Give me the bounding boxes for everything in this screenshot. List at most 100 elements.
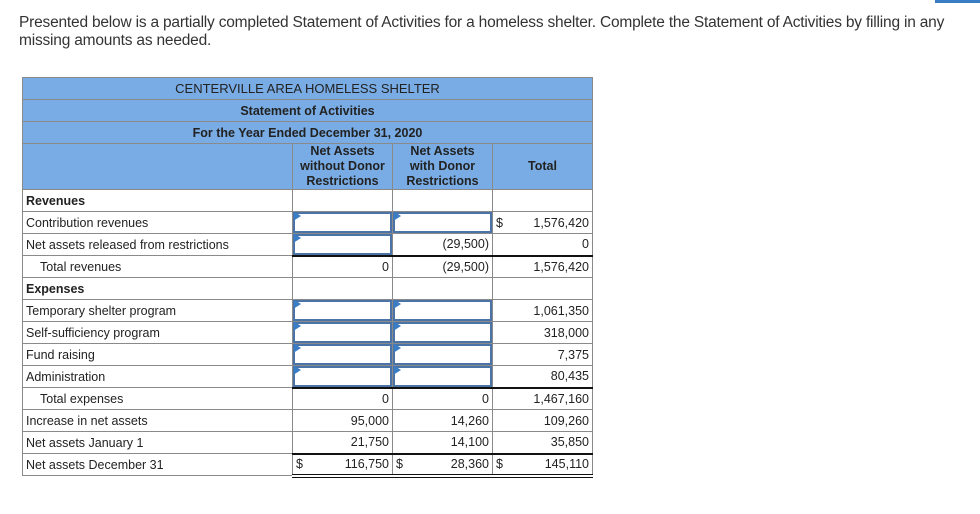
col-header-without-restrictions: Net Assets without Donor Restrictions (292, 143, 393, 190)
table-row-total-revenues: Total revenues 0 (29,500) 1,576,420 (22, 254, 593, 278)
header-org-row: CENTERVILLE AREA HOMELESS SHELTER (22, 77, 593, 100)
row-label: Fund raising (22, 343, 293, 366)
top-accent-bar (935, 0, 980, 3)
table-row-contribution-revenues: Contribution revenues $1,576,420 (22, 211, 593, 234)
col-header-line: Net Assets (310, 144, 375, 158)
jan1-without: 21,750 (292, 431, 393, 454)
released-with: (29,500) (392, 233, 493, 256)
administration-without-input[interactable] (292, 365, 393, 388)
dollar-sign: $ (496, 215, 503, 230)
total-revenues-without: 0 (292, 254, 393, 278)
released-without-input[interactable] (292, 233, 393, 256)
statement-period: For the Year Ended December 31, 2020 (22, 121, 593, 144)
row-label: Administration (22, 365, 293, 388)
row-label: Temporary shelter program (22, 299, 293, 322)
empty-cell (492, 189, 593, 212)
input-flag-icon (294, 365, 301, 375)
contribution-total: $1,576,420 (492, 211, 593, 234)
row-label: Net assets released from restrictions (22, 233, 293, 256)
amount: 28,360 (450, 457, 489, 471)
table-row-dec31: Net assets December 31 $116,750 $28,360 … (22, 452, 593, 478)
col-header-line: Restrictions (306, 174, 379, 188)
dec31-total: $145,110 (492, 452, 593, 478)
jan1-total: 35,850 (492, 431, 593, 454)
row-label: Net assets December 31 (22, 453, 293, 476)
org-name: CENTERVILLE AREA HOMELESS SHELTER (22, 77, 593, 100)
released-total: 0 (492, 233, 593, 256)
statement-of-activities-table: CENTERVILLE AREA HOMELESS SHELTER Statem… (22, 77, 593, 478)
statement-title: Statement of Activities (22, 99, 593, 122)
row-label: Increase in net assets (22, 409, 293, 432)
empty-cell (292, 277, 393, 300)
input-flag-icon (394, 321, 401, 331)
empty-cell (392, 189, 493, 212)
table-row-administration: Administration 80,435 (22, 365, 593, 388)
section-label-expenses: Expenses (22, 277, 293, 300)
empty-cell (492, 277, 593, 300)
input-flag-icon (394, 211, 401, 221)
self-sufficiency-without-input[interactable] (292, 321, 393, 344)
table-row-temporary-shelter: Temporary shelter program 1,061,350 (22, 299, 593, 322)
total-revenues-with: (29,500) (392, 254, 493, 278)
input-flag-icon (394, 343, 401, 353)
question-prompt: Presented below is a partially completed… (19, 14, 945, 49)
input-flag-icon (294, 233, 301, 243)
self-sufficiency-total: 318,000 (492, 321, 593, 344)
increase-without: 95,000 (292, 409, 393, 432)
input-flag-icon (394, 365, 401, 375)
administration-with-input[interactable] (392, 365, 493, 388)
table-row-jan1: Net assets January 1 21,750 14,100 35,85… (22, 431, 593, 454)
input-flag-icon (294, 343, 301, 353)
contribution-without-input[interactable] (292, 211, 393, 234)
amount: 1,576,420 (533, 215, 589, 230)
total-revenues-total: 1,576,420 (492, 254, 593, 278)
col-header-line: without Donor (300, 159, 385, 173)
total-expenses-with: 0 (392, 386, 493, 410)
contribution-with-input[interactable] (392, 211, 493, 234)
administration-total: 80,435 (492, 365, 593, 388)
table-row-increase: Increase in net assets 95,000 14,260 109… (22, 409, 593, 432)
fund-raising-total: 7,375 (492, 343, 593, 366)
column-header-row: Net Assets without Donor Restrictions Ne… (22, 143, 593, 190)
dec31-without: $116,750 (292, 452, 393, 478)
row-label: Net assets January 1 (22, 431, 293, 454)
input-flag-icon (294, 299, 301, 309)
table-row-self-sufficiency: Self-sufficiency program 318,000 (22, 321, 593, 344)
increase-with: 14,260 (392, 409, 493, 432)
dollar-sign: $ (496, 457, 503, 471)
dec31-with: $28,360 (392, 452, 493, 478)
row-label: Total expenses (22, 387, 293, 410)
header-period-row: For the Year Ended December 31, 2020 (22, 121, 593, 144)
jan1-with: 14,100 (392, 431, 493, 454)
fund-raising-without-input[interactable] (292, 343, 393, 366)
section-row-expenses: Expenses (22, 277, 593, 300)
fund-raising-with-input[interactable] (392, 343, 493, 366)
amount: 116,750 (344, 457, 389, 471)
empty-cell (292, 189, 393, 212)
blank-header-cell (22, 143, 293, 190)
temp-shelter-total: 1,061,350 (492, 299, 593, 322)
input-flag-icon (294, 211, 301, 221)
table-row-released-from-restrictions: Net assets released from restrictions (2… (22, 233, 593, 256)
header-title-row: Statement of Activities (22, 99, 593, 122)
section-row-revenues: Revenues (22, 189, 593, 212)
temp-shelter-with-input[interactable] (392, 299, 493, 322)
col-header-with-restrictions: Net Assets with Donor Restrictions (392, 143, 493, 190)
col-header-line: Restrictions (406, 174, 479, 188)
self-sufficiency-with-input[interactable] (392, 321, 493, 344)
dollar-sign: $ (296, 457, 303, 471)
temp-shelter-without-input[interactable] (292, 299, 393, 322)
empty-cell (392, 277, 493, 300)
increase-total: 109,260 (492, 409, 593, 432)
input-flag-icon (394, 299, 401, 309)
col-header-line: with Donor (409, 159, 476, 173)
row-label: Self-sufficiency program (22, 321, 293, 344)
section-label-revenues: Revenues (22, 189, 293, 212)
dollar-sign: $ (396, 457, 403, 471)
row-label: Contribution revenues (22, 211, 293, 234)
col-header-line: Net Assets (410, 144, 475, 158)
input-flag-icon (294, 321, 301, 331)
col-header-total: Total (492, 143, 593, 190)
total-expenses-without: 0 (292, 386, 393, 410)
amount: 145,110 (544, 457, 589, 471)
